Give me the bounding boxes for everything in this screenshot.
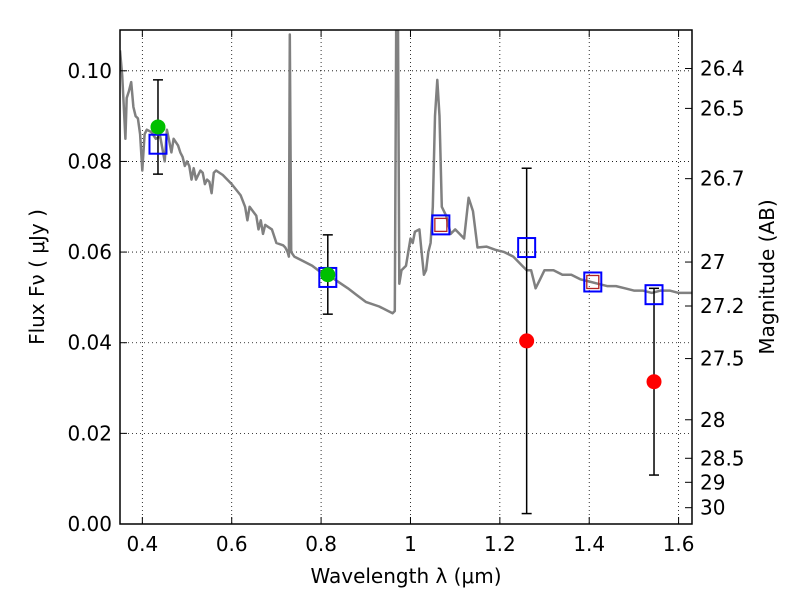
grid-lines — [120, 30, 692, 525]
y2-tick-label: 26.5 — [700, 96, 745, 120]
inner-square-marker — [434, 217, 448, 233]
model-spectrum-line — [120, 30, 692, 315]
x-tick-label: 1 — [404, 532, 417, 556]
x-tick-label: 1.6 — [663, 532, 695, 556]
green-circle-marker — [320, 267, 336, 283]
y2-tick-label: 28.5 — [700, 446, 745, 470]
y2-tick-label: 29 — [700, 470, 725, 494]
y-tick-label: 0.04 — [67, 331, 112, 355]
y2-tick-label: 27.5 — [700, 347, 745, 371]
x-tick-label: 1.2 — [484, 532, 516, 556]
y2-tick-label: 26.4 — [700, 57, 745, 81]
x-tick-label: 0.4 — [126, 532, 158, 556]
y-tick-label: 0.08 — [67, 149, 112, 173]
y2-tick-label: 27 — [700, 250, 725, 274]
red-circle-marker — [519, 333, 535, 349]
y-tick-label: 0.02 — [67, 421, 112, 445]
open-square-marker — [148, 133, 168, 155]
axes: 0.4 0.6 0.8 1 1.2 1.4 1.6 0.00 0.02 0.04 0.06 0.08 0… — [67, 30, 745, 556]
x-tick-label: 0.8 — [305, 532, 337, 556]
open-square-marker — [644, 284, 664, 306]
green-circle-marker — [150, 119, 166, 135]
y-tick-label: 0.10 — [67, 59, 112, 83]
red-circle-marker — [646, 374, 662, 390]
open-square-marker — [431, 214, 451, 236]
open-square-marker — [517, 237, 537, 259]
y2-axis-label: Magnitude (AB) — [755, 199, 779, 354]
y-tick-label: 0.00 — [67, 512, 112, 536]
inner-square-marker — [586, 274, 600, 290]
x-tick-label: 1.4 — [573, 532, 605, 556]
open-square-marker — [583, 271, 603, 293]
plot-data — [120, 30, 692, 515]
plot-frame — [119, 29, 693, 525]
x-axis-label: Wavelength λ (μm) — [310, 564, 501, 588]
x-tick-label: 0.6 — [216, 532, 248, 556]
y2-tick-label: 27.2 — [700, 294, 745, 318]
y-axis-label: Flux Fν ( μJy ) — [25, 209, 49, 345]
y-tick-label: 0.06 — [67, 240, 112, 264]
y2-tick-label: 26.7 — [700, 167, 745, 191]
y2-tick-label: 30 — [700, 496, 725, 520]
y2-tick-label: 28 — [700, 408, 725, 432]
